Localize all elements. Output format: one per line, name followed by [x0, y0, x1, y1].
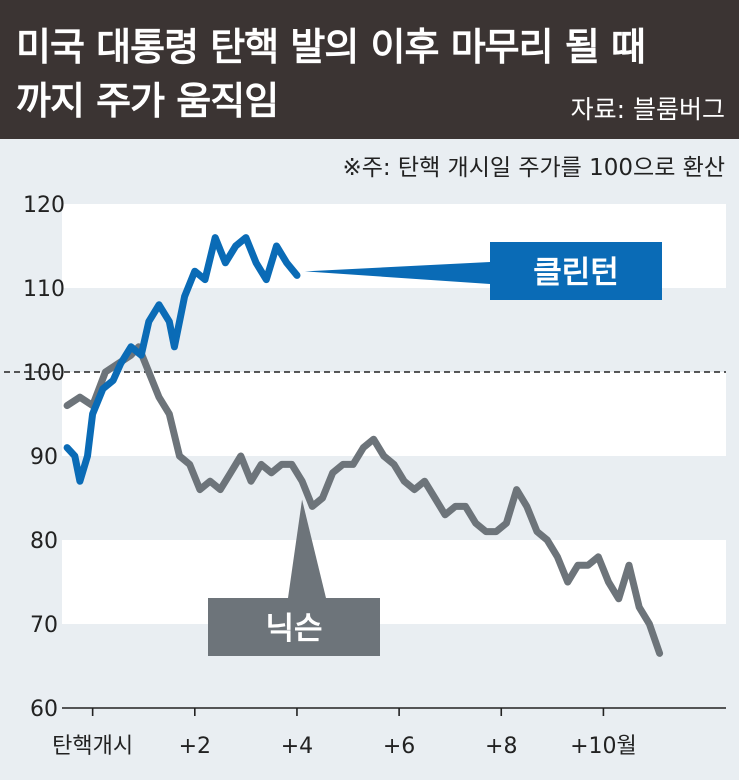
grid-band — [62, 540, 726, 624]
y-tick-label: 90 — [30, 445, 58, 470]
y-tick-label: 80 — [30, 529, 58, 554]
nixon-callout-label: 닉슨 — [265, 611, 322, 647]
source-label: 자료: 블룸버그 — [570, 95, 725, 124]
clinton-series-line — [63, 234, 301, 485]
clinton-callout-box — [490, 242, 662, 300]
nixon-callout-box — [208, 598, 380, 656]
grid-band — [62, 372, 726, 456]
x-tick-label: +2 — [179, 734, 211, 759]
clinton-callout-pointer — [304, 262, 490, 284]
y-tick-label: 60 — [30, 697, 58, 722]
x-tick-label: 탄핵개시 — [52, 734, 133, 759]
chart-title-line-1: 미국 대통령 탄핵 발의 이후 마무리 될 때 — [16, 25, 646, 69]
nixon-series-line — [63, 343, 664, 657]
title-header: 미국 대통령 탄핵 발의 이후 마무리 될 때 까지 주가 움직임 자료: 블룸… — [0, 0, 739, 139]
y-tick-label: 120 — [23, 193, 65, 218]
x-tick-label: +4 — [281, 734, 313, 759]
chart-note: ※주: 탄핵 개시일 주가를 100으로 환산 — [342, 155, 725, 181]
clinton-callout-label: 클린턴 — [533, 255, 619, 291]
x-tick-label: +8 — [485, 734, 517, 759]
x-tick-label: +10월 — [570, 734, 637, 759]
y-tick-label: 100 — [23, 361, 65, 386]
y-tick-label: 110 — [23, 277, 65, 302]
x-tick-label: +6 — [383, 734, 415, 759]
y-tick-label: 70 — [30, 613, 58, 638]
nixon-callout-pointer — [288, 499, 326, 598]
chart-title-line-2: 까지 주가 움직임 — [16, 79, 279, 123]
